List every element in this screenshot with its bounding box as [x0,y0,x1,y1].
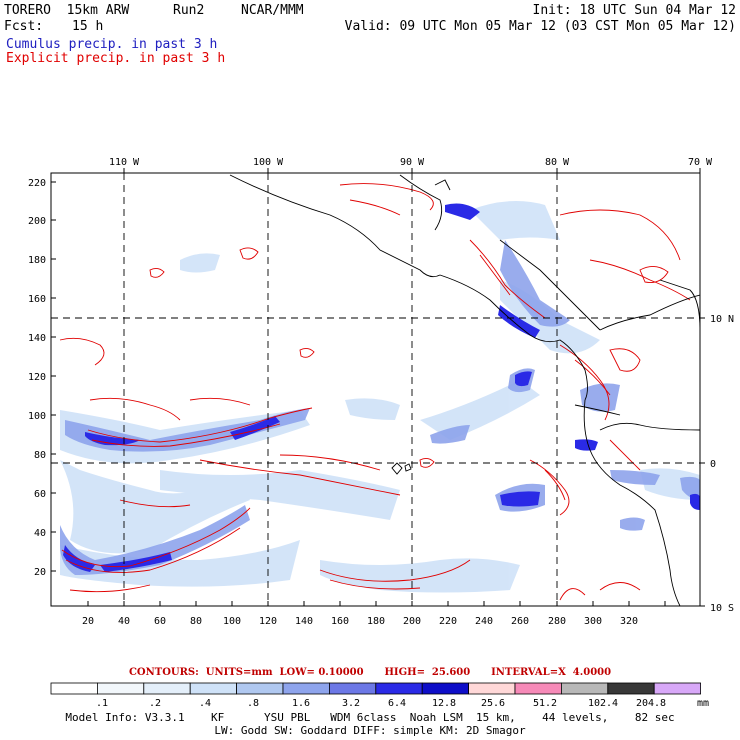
colorbar [50,682,702,695]
x-tick-label: 120 [259,616,277,627]
y-tick-label: 40 [34,528,46,539]
run-label: Run2 [173,3,205,18]
colorbar-swatch [653,682,702,695]
axis-ticks [51,168,705,607]
model-info-line2: LW: Godd SW: Goddard DIFF: simple KM: 2D… [214,724,526,737]
colorbar-label: .2 [149,698,161,709]
colorbar-swatch [282,682,330,695]
model-info-line1: Model Info: V3.3.1 KF YSU PBL WDM 6class… [65,711,675,724]
coastlines [229,174,700,606]
y-tick-label: 160 [28,294,46,305]
lon-label-110w: 110 W [109,157,140,168]
colorbar-label: 3.2 [342,698,360,709]
init-time: Init: 18 UTC Sun 04 Mar 12 [532,3,737,18]
colorbar-swatch [514,682,562,695]
y-tick-label: 140 [28,333,46,344]
colorbar-label: 12.8 [432,698,456,709]
lat-label-0: 0 [710,459,716,470]
colorbar-label: 51.2 [533,698,557,709]
x-tick-label: 260 [511,616,529,627]
x-tick-label: 240 [475,616,493,627]
lon-label-80w: 80 W [545,157,570,168]
colorbar-swatch [189,682,237,695]
legend-explicit: Explicit precip. in past 3 h [6,51,226,66]
cumulus-precip-field [60,201,700,593]
x-tick-label: 280 [548,616,566,627]
colorbar-label: 204.8 [636,698,666,709]
colorbar-label: 102.4 [588,698,618,709]
x-tick-label: 200 [403,616,421,627]
y-tick-label: 20 [34,567,46,578]
colorbar-swatch [97,682,145,695]
lon-label-70w: 70 W [688,157,713,168]
x-tick-label: 40 [118,616,130,627]
x-tick-label: 100 [223,616,241,627]
forecast-hour: 15 h [72,19,104,34]
model-title: TORERO 15km ARW [4,3,130,18]
y-tick-label: 120 [28,372,46,383]
forecast-label: Fcst: [4,19,44,34]
y-tick-label: 60 [34,489,46,500]
x-tick-label: 220 [439,616,457,627]
colorbar-swatch [143,682,191,695]
colorbar-swatch [236,682,284,695]
legend-cumulus: Cumulus precip. in past 3 h [6,37,218,52]
lat-label-10n: 10 N [710,314,734,325]
contours-info: CONTOURS: UNITS=mm LOW= 0.10000 HIGH= 25… [128,667,612,678]
y-tick-label: 100 [28,411,46,422]
colorbar-swatch [375,682,423,695]
colorbar-label: .4 [199,698,211,709]
valid-time: Valid: 09 UTC Mon 05 Mar 12 (03 CST Mon … [344,19,736,34]
x-tick-label: 20 [82,616,94,627]
colorbar-swatch [50,682,98,695]
x-tick-label: 160 [331,616,349,627]
y-tick-label: 80 [34,450,46,461]
x-tick-label: 60 [154,616,166,627]
colorbar-label: .8 [247,698,259,709]
explicit-precip-contours [59,183,691,601]
lat-label-10s: 10 S [710,603,734,614]
colorbar-swatch [328,682,377,695]
x-tick-label: 300 [584,616,602,627]
lon-label-100w: 100 W [253,157,284,168]
org-label: NCAR/MMM [241,3,304,18]
x-tick-label: 140 [295,616,313,627]
colorbar-swatch [561,682,609,695]
x-tick-label: 180 [367,616,385,627]
colorbar-label: 1.6 [292,698,310,709]
x-tick-label: 320 [620,616,638,627]
colorbar-label: 6.4 [388,698,406,709]
colorbar-swatch [421,682,470,695]
y-tick-label: 220 [28,178,46,189]
y-tick-label: 180 [28,255,46,266]
colorbar-swatch [468,682,516,695]
x-tick-label: 80 [190,616,202,627]
lat-lon-grid [51,173,700,606]
y-tick-label: 200 [28,216,46,227]
colorbar-unit: mm [697,698,709,709]
lon-label-90w: 90 W [400,157,425,168]
colorbar-swatch [607,682,655,695]
colorbar-label: 25.6 [481,698,505,709]
colorbar-label: .1 [96,698,108,709]
